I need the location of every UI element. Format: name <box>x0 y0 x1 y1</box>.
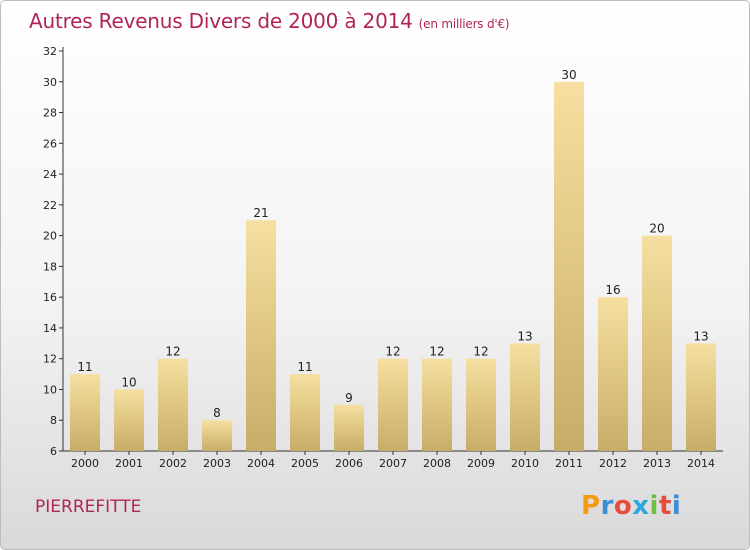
y-tick-label: 20 <box>43 230 57 243</box>
y-tick-label: 22 <box>43 199 57 212</box>
bar <box>642 235 672 451</box>
logo-letter: i <box>649 491 659 521</box>
unit-text: (en milliers d'€) <box>418 17 510 31</box>
x-tick-label: 2004 <box>247 457 275 470</box>
logo-letter: t <box>658 491 672 521</box>
bar <box>378 358 408 451</box>
data-label: 30 <box>561 68 576 82</box>
place-name: PIERREFITTE <box>35 497 142 517</box>
data-label: 13 <box>517 329 532 343</box>
y-tick-label: 14 <box>43 322 57 335</box>
x-tick-label: 2011 <box>555 457 583 470</box>
data-label: 20 <box>649 222 664 236</box>
logo-letter: i <box>671 491 682 521</box>
bar <box>466 358 496 451</box>
logo-letter: x <box>632 491 650 521</box>
y-tick-label: 16 <box>43 291 57 304</box>
data-label: 12 <box>473 345 488 359</box>
x-tick-label: 2002 <box>159 457 187 470</box>
data-label: 12 <box>165 345 180 359</box>
x-tick-label: 2007 <box>379 457 407 470</box>
x-tick-label: 2006 <box>335 457 363 470</box>
logo-letter: o <box>613 491 633 521</box>
x-tick-label: 2001 <box>115 457 143 470</box>
y-tick-label: 10 <box>43 383 57 396</box>
y-tick-label: 8 <box>50 414 57 427</box>
bar <box>510 343 540 451</box>
logo-letter: r <box>600 491 614 521</box>
x-tick-label: 2009 <box>467 457 495 470</box>
x-tick-label: 2014 <box>687 457 715 470</box>
data-label: 16 <box>605 283 620 297</box>
x-tick-label: 2003 <box>203 457 231 470</box>
proxiti-logo: Proxiti <box>581 491 681 521</box>
bar <box>246 220 276 451</box>
x-tick-label: 2013 <box>643 457 671 470</box>
x-tick-label: 2012 <box>599 457 627 470</box>
data-label: 10 <box>121 375 136 389</box>
logo-letter: P <box>581 491 601 521</box>
bar <box>114 389 144 451</box>
data-label: 9 <box>345 391 353 405</box>
bar <box>686 343 716 451</box>
data-label: 12 <box>385 345 400 359</box>
y-tick-label: 30 <box>43 76 57 89</box>
y-tick-label: 28 <box>43 107 57 120</box>
bar <box>554 81 584 452</box>
data-label: 13 <box>693 329 708 343</box>
y-tick-label: 32 <box>43 45 57 58</box>
bar <box>290 374 320 451</box>
x-tick-label: 2008 <box>423 457 451 470</box>
y-tick-label: 26 <box>43 137 57 150</box>
y-tick-label: 24 <box>43 168 57 181</box>
y-tick-label: 6 <box>50 445 57 458</box>
bar <box>202 420 232 451</box>
data-label: 8 <box>213 406 221 420</box>
data-label: 11 <box>77 360 92 374</box>
y-tick-label: 18 <box>43 260 57 273</box>
x-tick-label: 2000 <box>71 457 99 470</box>
data-label: 21 <box>253 206 268 220</box>
data-label: 11 <box>297 360 312 374</box>
y-tick-label: 12 <box>43 353 57 366</box>
title-text: Autres Revenus Divers de 2000 à 2014 <box>29 9 413 33</box>
bar <box>70 374 100 451</box>
bar <box>334 404 364 451</box>
bar <box>598 297 628 451</box>
data-label: 12 <box>429 345 444 359</box>
chart-title: Autres Revenus Divers de 2000 à 2014 (en … <box>29 9 510 33</box>
x-tick-label: 2010 <box>511 457 539 470</box>
x-tick-label: 2005 <box>291 457 319 470</box>
bar <box>158 358 188 451</box>
bar <box>422 358 452 451</box>
